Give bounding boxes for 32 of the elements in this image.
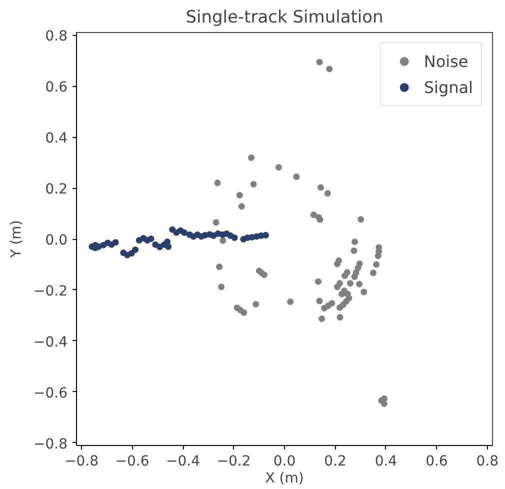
x-tick-label: −0.8 [64,454,99,470]
x-axis-title: X (m) [265,470,304,486]
point [262,232,269,238]
point [231,234,238,241]
y-tick-label: 0.8 [45,28,68,45]
point [132,246,139,253]
y-tick-label: −0.4 [34,334,68,350]
y-tick-label: 0.2 [45,182,68,198]
y-tick-label: 0.6 [45,80,68,96]
x-tick-label: 0.2 [324,454,346,470]
point [148,236,154,242]
x-tick-label: 0.8 [476,454,499,470]
y-axis-title: Y (m) [8,220,25,259]
point [165,243,172,250]
x-tick-label: 0.0 [273,454,296,470]
point [112,239,119,246]
y-tick-label: 0.0 [45,232,68,248]
y-tick-label: 0.4 [45,130,68,147]
x-tick-label: −0.4 [166,454,200,470]
legend-label: Signal [424,78,473,96]
x-tick-label: 0.4 [374,454,398,470]
point [128,250,135,257]
y-tick-label: −0.6 [34,385,68,402]
legend-label: Noise [424,52,468,70]
chart-title: Single-track Simulation [186,8,384,28]
x-tick-label: 0.6 [426,454,448,470]
x-tick-label: −0.2 [216,454,251,470]
y-tick-label: −0.2 [34,283,68,300]
x-tick-label: −0.6 [115,454,150,470]
point [181,229,188,236]
y-tick-label: −0.8 [34,436,68,452]
point [210,232,217,239]
